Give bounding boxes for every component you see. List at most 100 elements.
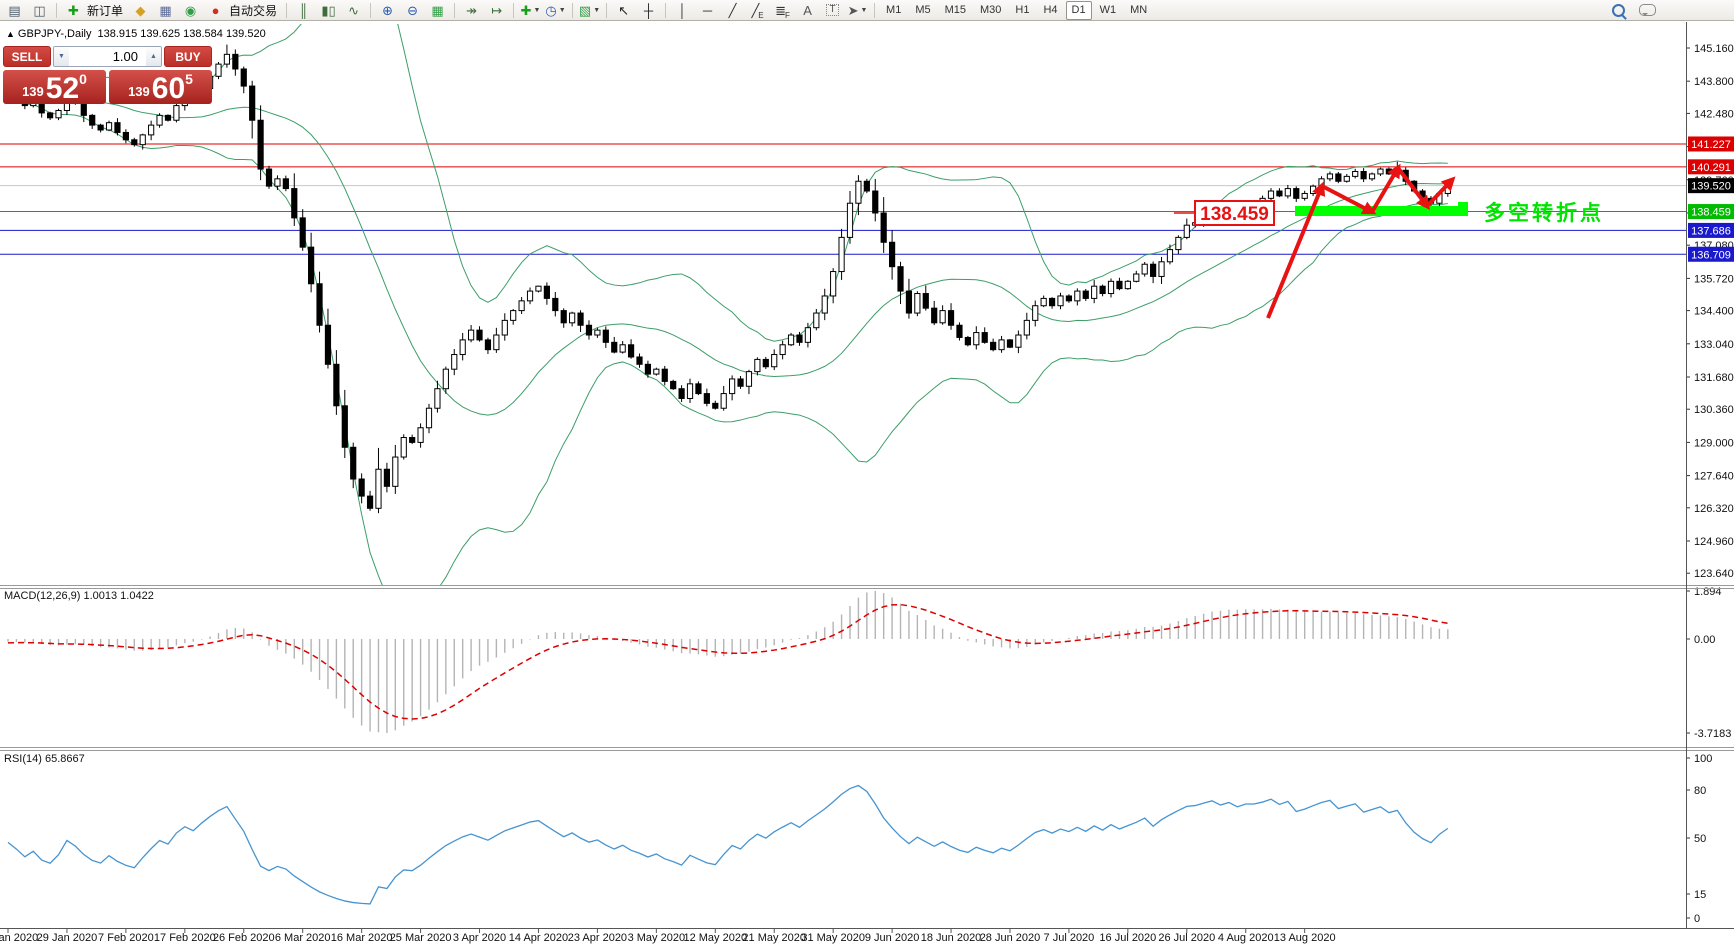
turning-point-highlight-bar[interactable] [1295, 206, 1468, 216]
indicators-list-icon[interactable]: ▧ ▼ [578, 2, 601, 18]
text-icon[interactable]: A [803, 2, 812, 18]
new-order-label[interactable]: 新订单 [87, 3, 124, 18]
trend-zigzag-arrow[interactable] [1370, 163, 1401, 214]
signal-icon[interactable]: ◉ [184, 2, 197, 18]
toolbar: ▤ ◫ ✚ 新订单 ◆ ▦ ◉ ● 自动交易 ║ ▮▯ ∿ ⊕ ⊖ ▦ ↠ ↦ ✚ ▼ ◷ ▼ ▧ ▼ ↖ ┼ │ ─ ╱ ╱ E ≣ F A T… [0, 0, 1734, 21]
price-tick: 123.640 [1694, 568, 1734, 580]
turning-point-label[interactable]: 多空转折点 [1484, 201, 1604, 225]
timeframe-d1[interactable]: D1 [1065, 0, 1092, 20]
market-watch-icon[interactable]: ▤ [8, 2, 21, 18]
date-tick: 23 Apr 2020 [568, 932, 627, 944]
fibonacci-icon[interactable]: ≣ F [775, 2, 790, 20]
new-chart-icon[interactable]: ✚ ▼ [520, 2, 541, 18]
candle-body [914, 293, 921, 314]
date-tick: 18 Jun 2020 [921, 932, 982, 944]
equidistant-channel-icon[interactable]: ╱ E [751, 2, 764, 20]
sell-button[interactable]: SELL [3, 46, 51, 67]
tile-windows-icon[interactable]: ▦ [431, 2, 444, 18]
price-annotation-text[interactable]: 138.459 [1200, 204, 1269, 225]
buy-price-box[interactable]: 139 60 5 [109, 70, 212, 104]
candle-body [779, 344, 786, 356]
candle-body [1150, 263, 1157, 277]
chart-window: ▲ GBPJPY-,Daily 138.915 139.625 138.584 13… [0, 22, 1734, 945]
autotrading-label[interactable]: 自动交易 [229, 3, 278, 18]
trendline-icon[interactable]: ╱ [728, 2, 737, 18]
data-window-icon[interactable]: ◫ [33, 2, 46, 18]
timeframe-h4[interactable]: H4 [1043, 4, 1058, 16]
chart-shift-icon[interactable]: ↦ [491, 2, 502, 18]
candlestick-chart-icon[interactable]: ▮▯ [321, 2, 336, 18]
bollinger-middle[interactable] [7, 90, 1448, 416]
candle-body [1183, 224, 1190, 238]
date-tick: 29 Jan 2020 [37, 932, 98, 944]
candle-body [1057, 295, 1064, 307]
annotations[interactable]: 多空转折点 138.459 [1174, 163, 1604, 319]
timeframe-m15[interactable]: M15 [944, 4, 966, 16]
zoom-in-icon[interactable]: ⊕ [382, 2, 393, 18]
candle-body [308, 246, 315, 285]
terminal-icon[interactable]: ▦ [159, 2, 172, 18]
timeframe-m1[interactable]: M1 [886, 4, 902, 16]
volume-decrease-button[interactable]: ▼ [54, 47, 69, 66]
price-annotation-box[interactable] [1194, 200, 1275, 226]
candle-body [257, 119, 264, 170]
candle-body [846, 202, 854, 238]
bollinger-upper[interactable] [7, 22, 1448, 342]
macd-axis-tick: 1.894 [1694, 586, 1722, 598]
candle-body [821, 295, 828, 314]
rsi-axis-tick: 15 [1694, 889, 1706, 901]
candle-body [1091, 285, 1098, 299]
trend-zigzag-arrow[interactable] [1396, 166, 1431, 210]
text-anchor-square[interactable] [1458, 202, 1468, 212]
candle-body [653, 368, 660, 375]
bollinger-lower[interactable] [7, 100, 1448, 606]
date-tick: 3 Apr 2020 [453, 932, 506, 944]
candle-body [813, 312, 820, 329]
crosshair-icon[interactable]: ┼ [643, 2, 654, 18]
search-icon[interactable] [1612, 3, 1625, 17]
date-tick: 25 Mar 2020 [390, 932, 452, 944]
vertical-line-icon[interactable]: │ [678, 2, 687, 18]
toolbar-separator [454, 2, 456, 18]
price-tick: 135.720 [1694, 273, 1734, 285]
candle-body [459, 339, 466, 356]
timeframe-m30[interactable]: M30 [980, 4, 1002, 16]
line-chart-icon[interactable]: ∿ [348, 2, 359, 18]
one-click-trading-panel: SELL ▼ 1.00 ▲ BUY 139 52 0 139 60 5 [3, 46, 212, 104]
bar-chart-icon[interactable]: ║ [298, 2, 309, 18]
horizontal-line-icon[interactable]: ─ [702, 2, 713, 18]
text-label-icon[interactable]: T [820, 0, 845, 21]
candle-body [855, 180, 862, 204]
sell-price-box[interactable]: 139 52 0 [3, 70, 106, 104]
macd-axis-tick: 0.00 [1694, 634, 1715, 646]
chat-icon[interactable] [1639, 4, 1656, 16]
volume-increase-button[interactable]: ▲ [146, 47, 161, 66]
history-center-icon[interactable]: ◆ [135, 2, 146, 18]
arrows-tool-icon[interactable]: ➤ ▼ [847, 2, 868, 18]
zoom-out-icon[interactable]: ⊖ [407, 2, 418, 18]
timeframe-w1[interactable]: W1 [1099, 4, 1117, 16]
macd-pane [7, 591, 1449, 733]
trend-zigzag-arrow[interactable] [1266, 181, 1326, 319]
profiles-icon[interactable]: ◷ ▼ [545, 2, 566, 18]
trend-zigzag-arrow[interactable] [1425, 176, 1456, 208]
cursor-icon[interactable]: ↖ [618, 2, 629, 18]
price-badge-label: 139.520 [1691, 181, 1731, 193]
timeframe-mn[interactable]: MN [1130, 4, 1148, 16]
auto-scroll-icon[interactable]: ↠ [466, 2, 477, 18]
autotrading-icon[interactable]: ● [211, 2, 220, 18]
candlesticks [4, 44, 1451, 514]
new-order-icon[interactable]: ✚ [68, 2, 79, 18]
candle-body [535, 285, 542, 292]
candle-body [173, 105, 180, 121]
buy-button[interactable]: BUY [164, 46, 212, 67]
timeframe-h1[interactable]: H1 [1015, 4, 1030, 16]
date-tick: 3 May 2020 [628, 932, 685, 944]
trend-zigzag-arrow[interactable] [1321, 184, 1377, 215]
candle-body [964, 336, 971, 346]
volume-stepper: ▼ 1.00 ▲ [53, 46, 162, 67]
volume-input[interactable]: 1.00 [112, 49, 138, 64]
timeframe-m5[interactable]: M5 [915, 4, 931, 16]
candle-body [1343, 175, 1350, 182]
candle-body [830, 271, 837, 297]
